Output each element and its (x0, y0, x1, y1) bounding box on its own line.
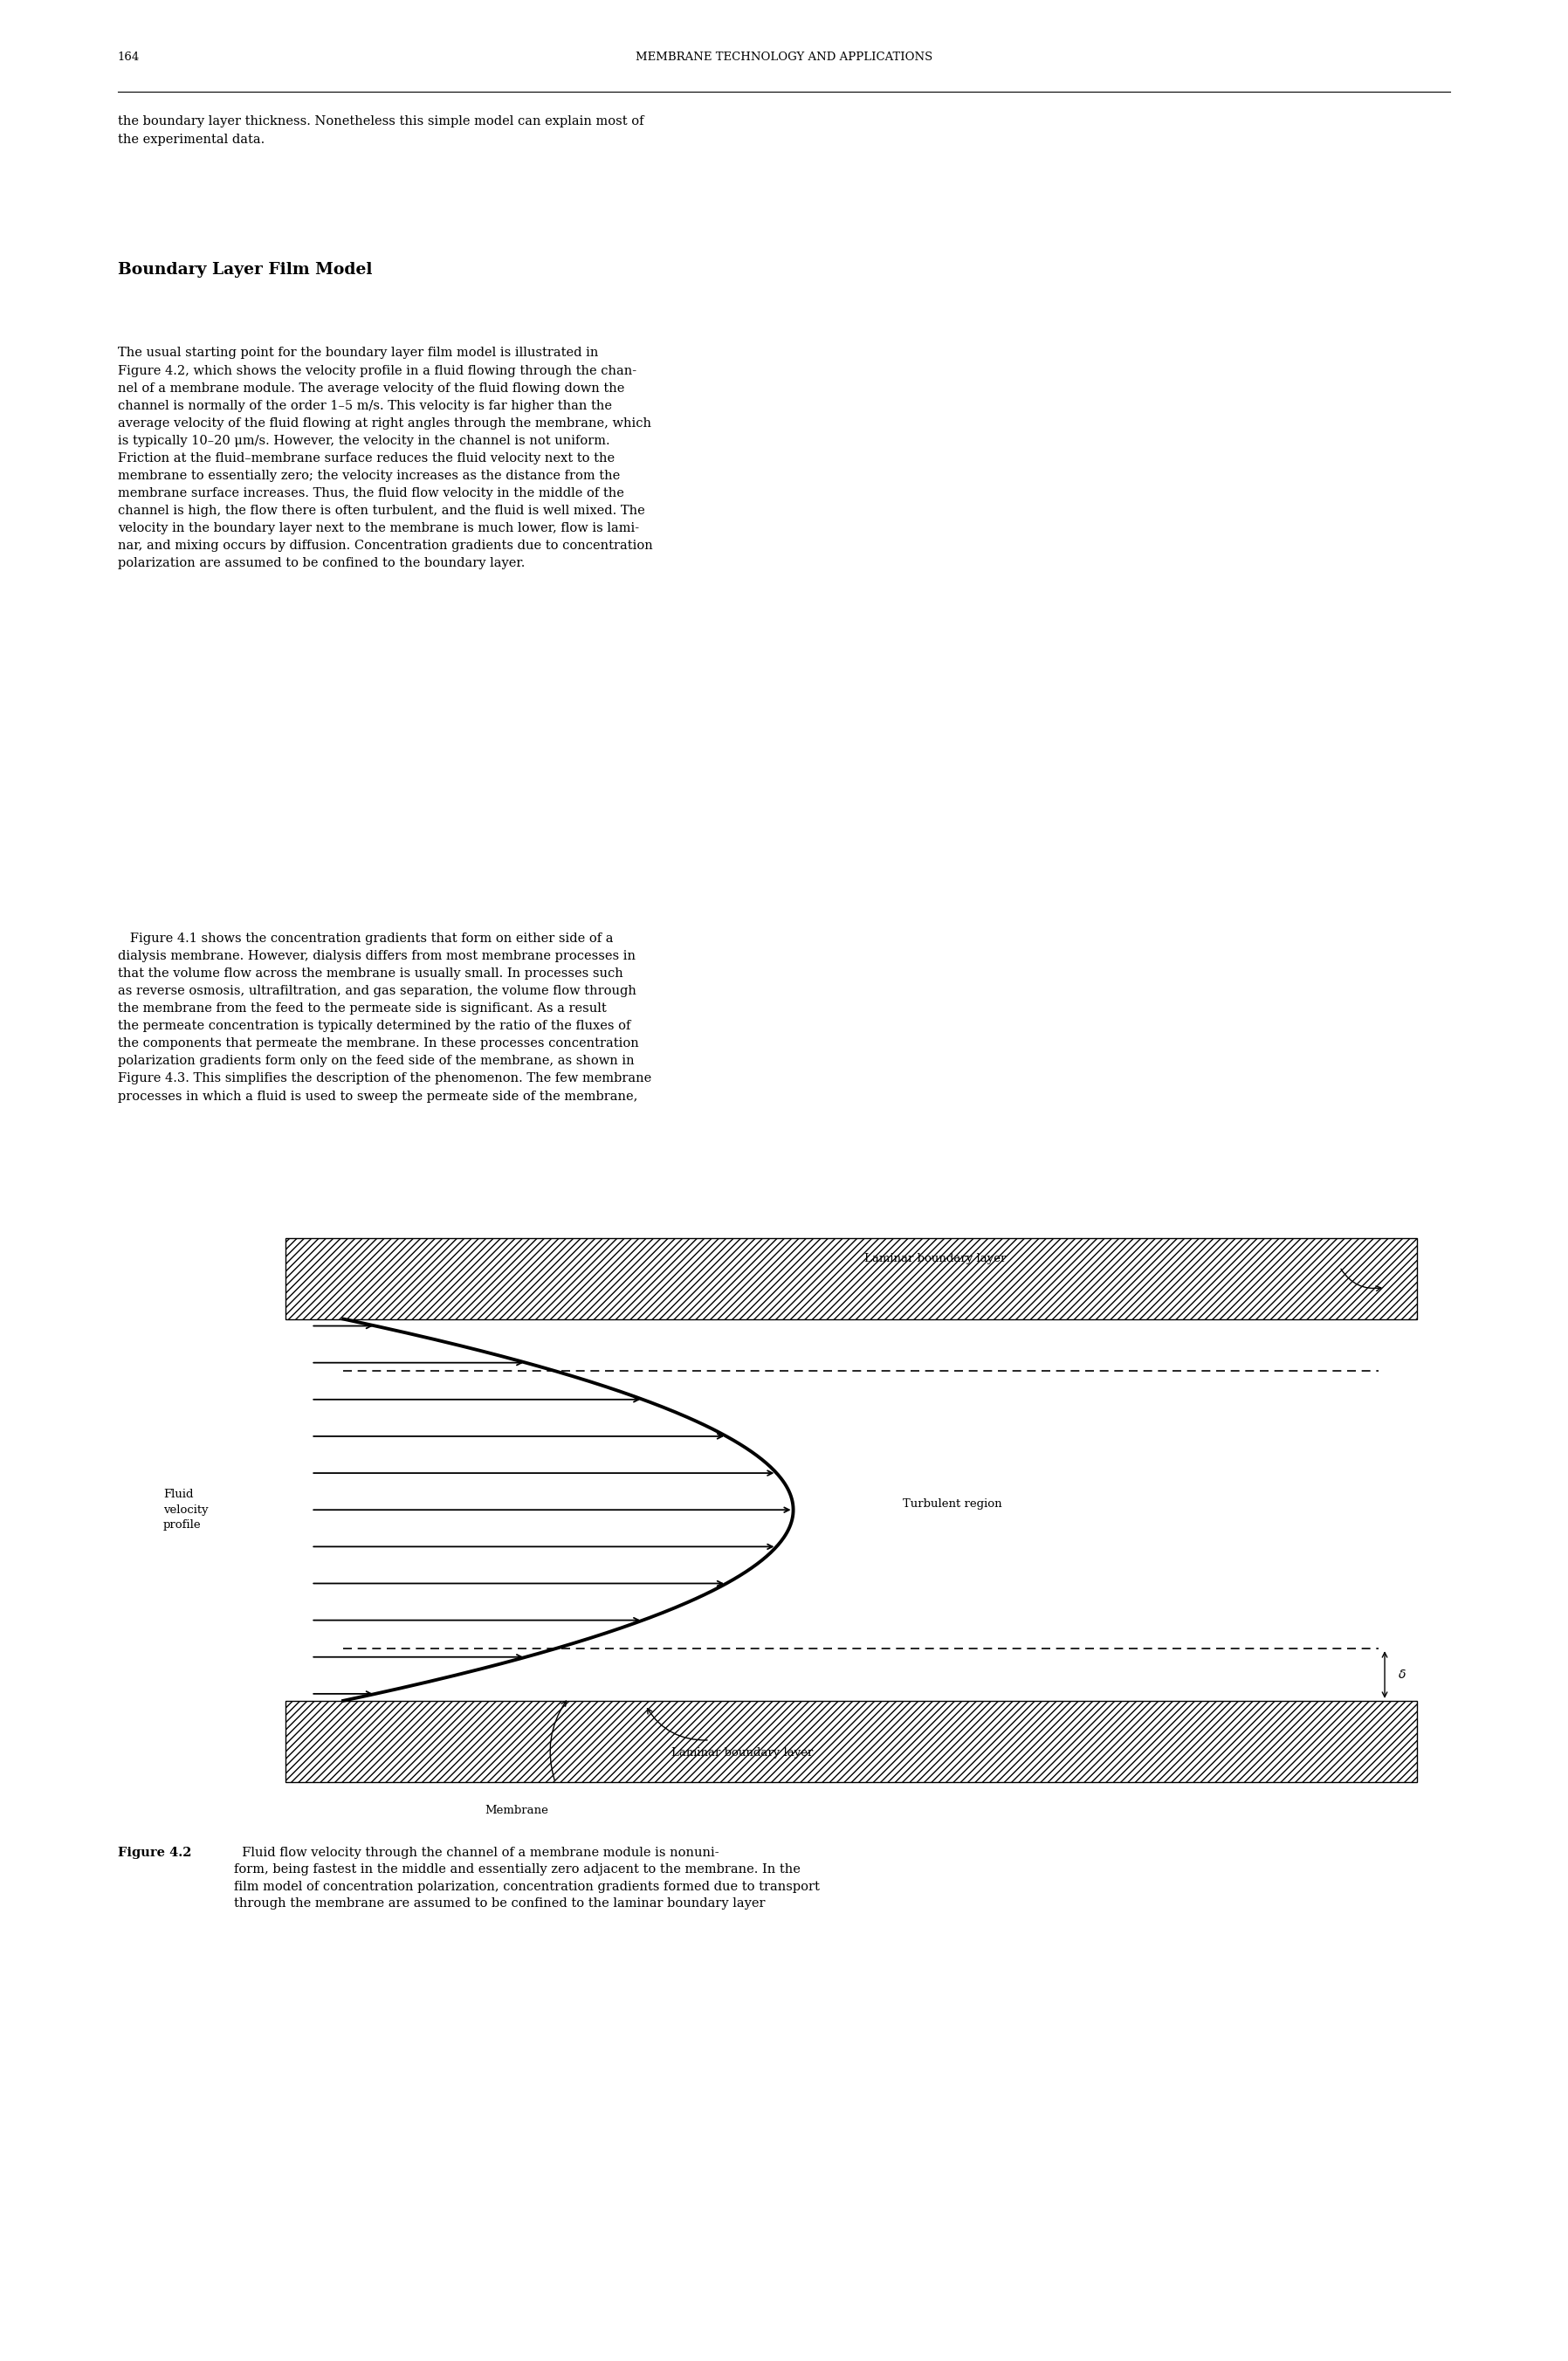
Text: the boundary layer thickness. Nonetheless this simple model can explain most of
: the boundary layer thickness. Nonetheles… (118, 116, 643, 146)
Text: Fluid
velocity
profile: Fluid velocity profile (163, 1490, 209, 1530)
Text: Figure 4.2: Figure 4.2 (118, 1846, 191, 1858)
Text: MEMBRANE TECHNOLOGY AND APPLICATIONS: MEMBRANE TECHNOLOGY AND APPLICATIONS (635, 52, 933, 64)
Text: Laminar boundary layer: Laminar boundary layer (671, 1747, 812, 1759)
Text: The usual starting point for the boundary layer film model is illustrated in
Fig: The usual starting point for the boundar… (118, 347, 652, 569)
Text: Boundary Layer Film Model: Boundary Layer Film Model (118, 262, 372, 279)
Bar (285, 1700, 1417, 1783)
Text: Figure 4.1 shows the concentration gradients that form on either side of a
dialy: Figure 4.1 shows the concentration gradi… (118, 933, 651, 1103)
Text: Turbulent region: Turbulent region (903, 1499, 1002, 1509)
Text: Fluid flow velocity through the channel of a membrane module is nonuni-
form, be: Fluid flow velocity through the channel … (234, 1846, 820, 1910)
Bar (285, 1237, 1417, 1320)
Text: Membrane: Membrane (485, 1804, 549, 1816)
Text: 164: 164 (118, 52, 140, 64)
Text: Laminar boundary layer: Laminar boundary layer (864, 1254, 1005, 1263)
Text: $\delta$: $\delta$ (1397, 1669, 1406, 1681)
